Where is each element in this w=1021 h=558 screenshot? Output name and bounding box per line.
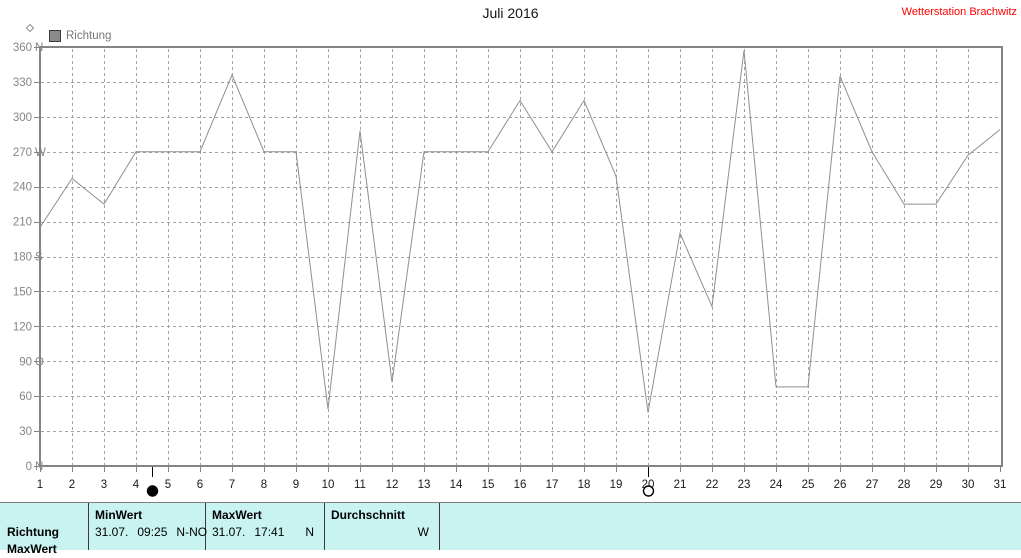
table-divider (88, 503, 89, 550)
x-axis-label: 2 (69, 479, 75, 491)
x-axis-label: 9 (293, 479, 299, 491)
x-axis-label: 5 (165, 479, 171, 491)
maxwert-direction: N (305, 525, 314, 539)
x-axis-label: 10 (322, 479, 335, 491)
durchschnitt-cell: Durchschnitt W (324, 503, 439, 550)
y-axis-label: 270 (13, 147, 32, 159)
series-label-cell: Richtung MaxWert (0, 503, 88, 556)
x-axis-label: 18 (578, 479, 591, 491)
minwert-time: 09:25 (137, 525, 168, 539)
next-series-row-label: MaxWert (7, 542, 57, 556)
x-axis-label: 8 (261, 479, 267, 491)
minwert-header: MinWert (95, 508, 143, 522)
stats-table: Richtung MaxWert MinWert 31.07. 09:25 N-… (0, 502, 1021, 556)
plot-frame (39, 46, 1003, 467)
table-divider (324, 503, 325, 550)
x-axis-label: 30 (962, 479, 975, 491)
x-axis-label: 6 (197, 479, 203, 491)
x-axis-label: 23 (738, 479, 751, 491)
full-moon-icon (642, 485, 655, 497)
maxwert-cell: MaxWert 31.07. 17:41 N (205, 503, 324, 550)
minwert-cell: MinWert 31.07. 09:25 N-NO (88, 503, 207, 550)
x-axis-label: 21 (674, 479, 687, 491)
minwert-date: 31.07. (95, 525, 129, 539)
legend-label: Richtung (66, 30, 112, 42)
x-axis-label: 27 (866, 479, 879, 491)
station-label: Wetterstation Brachwitz (901, 6, 1017, 18)
x-axis-label: 22 (706, 479, 719, 491)
minwert-value-row: 31.07. 09:25 N-NO (95, 524, 207, 541)
x-axis-label: 31 (994, 479, 1007, 491)
x-axis-label: 14 (450, 479, 463, 491)
series-row-label: Richtung (7, 525, 59, 539)
table-divider (439, 503, 440, 550)
x-axis-label: 28 (898, 479, 911, 491)
table-divider (205, 503, 206, 550)
x-axis-label: 24 (770, 479, 783, 491)
y-axis-label: 0 (26, 461, 32, 473)
new-moon-icon (146, 485, 159, 497)
x-axis-label: 1 (37, 479, 43, 491)
x-axis-label: 13 (418, 479, 431, 491)
x-axis-label: 15 (482, 479, 495, 491)
x-axis-label: 16 (514, 479, 527, 491)
y-axis-label: 180 (13, 252, 32, 264)
x-axis-label: 12 (386, 479, 399, 491)
y-axis-label: 210 (13, 217, 32, 229)
y-axis-label: 360 (13, 42, 32, 54)
maxwert-date: 31.07. (212, 525, 246, 539)
x-axis-label: 3 (101, 479, 107, 491)
y-axis-label: 240 (13, 182, 32, 194)
wind-direction-line (39, 50, 1001, 413)
y-axis-label: 300 (13, 112, 32, 124)
x-axis-label: 25 (802, 479, 815, 491)
legend-swatch-icon (49, 30, 61, 42)
y-axis-label: 60 (19, 391, 32, 403)
maxwert-value-row: 31.07. 17:41 N (212, 524, 316, 541)
minwert-direction: N-NO (176, 525, 208, 539)
y-axis-label: 150 (13, 286, 32, 298)
y-axis-label: 90 (19, 356, 32, 368)
durchschnitt-value-row: W (331, 524, 431, 541)
durchschnitt-direction: W (417, 525, 429, 539)
maxwert-header: MaxWert (212, 508, 262, 522)
chart-title: Juli 2016 (482, 5, 539, 21)
x-axis-label: 7 (229, 479, 235, 491)
legend: Richtung (49, 30, 111, 42)
x-axis-label: 4 (133, 479, 140, 491)
y-axis-label: 120 (13, 321, 32, 333)
durchschnitt-header: Durchschnitt (331, 508, 406, 522)
y-axis-label: 330 (13, 77, 32, 89)
x-axis-label: 19 (610, 479, 623, 491)
empty-header-cell (7, 507, 80, 524)
x-axis-label: 26 (834, 479, 847, 491)
maxwert-time: 17:41 (254, 525, 285, 539)
x-axis-label: 17 (546, 479, 559, 491)
x-axis-label: 29 (930, 479, 943, 491)
x-axis-label: 11 (354, 479, 366, 491)
y-axis-label: 30 (19, 426, 32, 438)
